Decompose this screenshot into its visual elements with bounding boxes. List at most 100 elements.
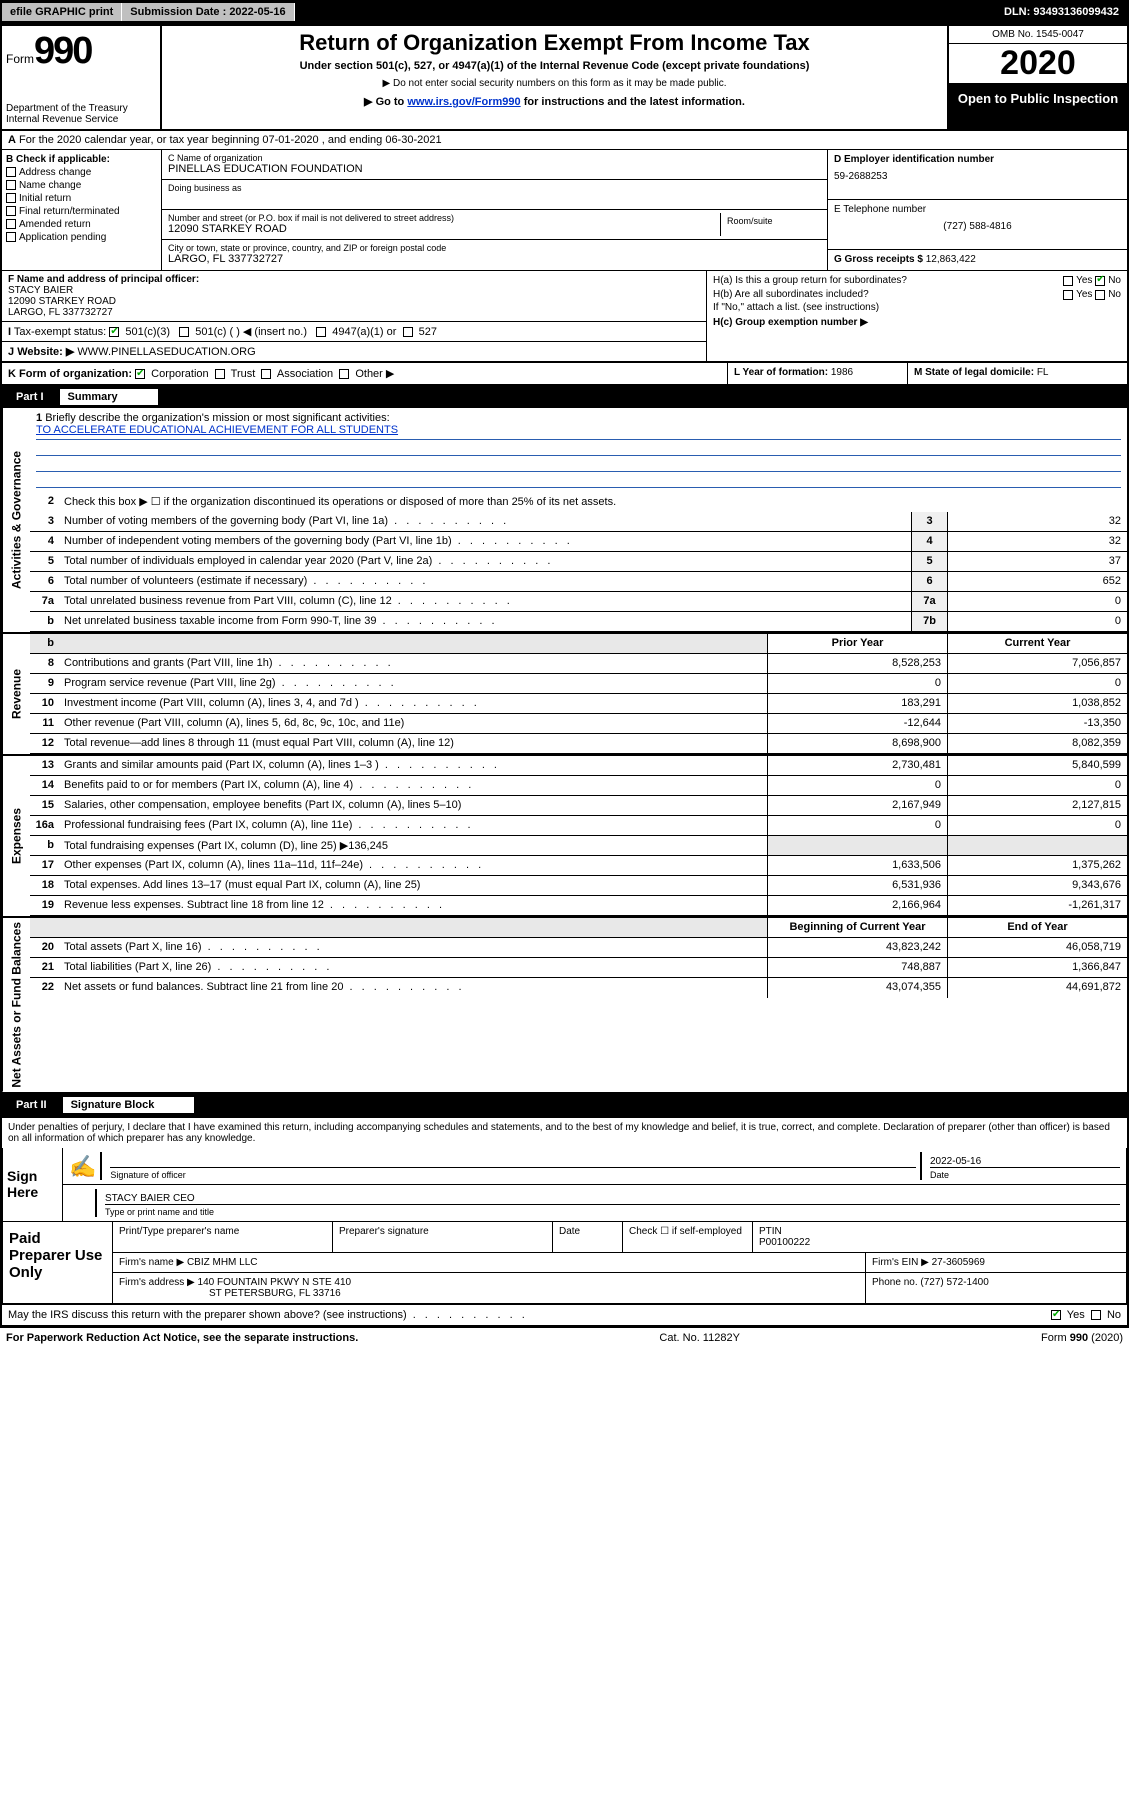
line4: Number of independent voting members of …: [60, 532, 911, 551]
org-name-label: C Name of organization: [168, 153, 821, 163]
c14: 0: [947, 776, 1127, 795]
cb-name[interactable]: Name change: [6, 180, 157, 191]
cb-corp[interactable]: [135, 369, 145, 379]
submission-date: Submission Date : 2022-05-16: [122, 3, 294, 21]
cb-527[interactable]: [403, 327, 413, 337]
sig-officer-label: Signature of officer: [110, 1167, 916, 1180]
hdr-beg: Beginning of Current Year: [767, 918, 947, 937]
mission-text[interactable]: TO ACCELERATE EDUCATIONAL ACHIEVEMENT FO…: [36, 424, 398, 436]
prep-date-hdr: Date: [553, 1222, 623, 1252]
line14: Benefits paid to or for members (Part IX…: [60, 776, 767, 795]
cb-final[interactable]: Final return/terminated: [6, 206, 157, 217]
officer-addr1: 12090 STARKEY ROAD: [8, 296, 116, 307]
domicile: FL: [1037, 367, 1049, 378]
part2-num: Part II: [10, 1097, 53, 1113]
hb-no[interactable]: [1095, 290, 1105, 300]
city-value: LARGO, FL 337732727: [168, 253, 821, 265]
line5: Total number of individuals employed in …: [60, 552, 911, 571]
line6: Total number of volunteers (estimate if …: [60, 572, 911, 591]
website-label: Website: ▶: [17, 346, 74, 358]
cb-pending[interactable]: Application pending: [6, 232, 157, 243]
firm-ein: 27-3605969: [932, 1257, 985, 1268]
val3: 32: [947, 512, 1127, 531]
city-label: City or town, state or province, country…: [168, 243, 821, 253]
discuss-yes[interactable]: [1051, 1310, 1061, 1320]
line12: Total revenue—add lines 8 through 11 (mu…: [60, 734, 767, 753]
line2-text: Check this box ▶ ☐ if the organization d…: [60, 492, 1127, 512]
penalty-text: Under penalties of perjury, I declare th…: [2, 1116, 1127, 1148]
netassets-section: Net Assets or Fund Balances Beginning of…: [2, 918, 1127, 1094]
cb-other[interactable]: [339, 369, 349, 379]
efile-print[interactable]: efile GRAPHIC print: [2, 3, 122, 21]
line16a: Professional fundraising fees (Part IX, …: [60, 816, 767, 835]
gross-value: 12,863,422: [926, 254, 976, 265]
website-value: WWW.PINELLASEDUCATION.ORG: [77, 346, 255, 358]
officer-addr2: LARGO, FL 337732727: [8, 307, 113, 318]
p20: 43,823,242: [767, 938, 947, 957]
efile-header: efile GRAPHIC print Submission Date : 20…: [0, 0, 1129, 24]
officer-name: STACY BAIER: [8, 285, 73, 296]
row-a-taxyear: A For the 2020 calendar year, or tax yea…: [2, 131, 1127, 150]
row-klm: K Form of organization: Corporation Trus…: [2, 361, 1127, 386]
omb-number: OMB No. 1545-0047: [949, 26, 1127, 44]
cb-501c3[interactable]: [109, 327, 119, 337]
line18: Total expenses. Add lines 13–17 (must eq…: [60, 876, 767, 895]
tax-year: 2020: [949, 44, 1127, 85]
ha-no[interactable]: [1095, 276, 1105, 286]
firm-phone: (727) 572-1400: [920, 1277, 988, 1288]
type-print-label: Type or print name and title: [105, 1204, 1120, 1217]
c8: 7,056,857: [947, 654, 1127, 673]
vtab-revenue: Revenue: [2, 634, 30, 754]
discuss-row: May the IRS discuss this return with the…: [2, 1304, 1127, 1325]
irs-link[interactable]: www.irs.gov/Form990: [407, 96, 520, 108]
sign-here-label: Sign Here: [3, 1148, 63, 1221]
p22: 43,074,355: [767, 978, 947, 998]
p15: 2,167,949: [767, 796, 947, 815]
cb-trust[interactable]: [215, 369, 225, 379]
form-header-row: Form 990 Department of the Treasury Inte…: [2, 26, 1127, 131]
cb-amended[interactable]: Amended return: [6, 219, 157, 230]
paid-preparer-block: Paid Preparer Use Only Print/Type prepar…: [2, 1222, 1127, 1304]
cb-501c[interactable]: [179, 327, 189, 337]
line21: Total liabilities (Part X, line 26): [60, 958, 767, 977]
ha-yes[interactable]: [1063, 276, 1073, 286]
prep-sig-hdr: Preparer's signature: [333, 1222, 553, 1252]
part1-name: Summary: [60, 389, 158, 405]
cb-address[interactable]: Address change: [6, 167, 157, 178]
footer-mid: Cat. No. 11282Y: [659, 1332, 740, 1344]
cb-assoc[interactable]: [261, 369, 271, 379]
cb-4947[interactable]: [316, 327, 326, 337]
revenue-section: Revenue bPrior YearCurrent Year 8Contrib…: [2, 634, 1127, 756]
firm-ein-label: Firm's EIN ▶: [872, 1257, 929, 1268]
c22: 44,691,872: [947, 978, 1127, 998]
hb-yes[interactable]: [1063, 290, 1073, 300]
c16a: 0: [947, 816, 1127, 835]
addr-label: Number and street (or P.O. box if mail i…: [168, 213, 720, 223]
val6: 652: [947, 572, 1127, 591]
ssn-note: Do not enter social security numbers on …: [170, 78, 939, 89]
row-i: I Tax-exempt status: 501(c)(3) 501(c) ( …: [2, 322, 706, 341]
sig-date-label: Date: [930, 1167, 1120, 1180]
line13: Grants and similar amounts paid (Part IX…: [60, 756, 767, 775]
c19: -1,261,317: [947, 896, 1127, 915]
line3: Number of voting members of the governin…: [60, 512, 911, 531]
tax-status-label: Tax-exempt status:: [14, 326, 106, 338]
page-footer: For Paperwork Reduction Act Notice, see …: [0, 1327, 1129, 1348]
mission-label: Briefly describe the organization's miss…: [45, 412, 389, 424]
firm-phone-label: Phone no.: [872, 1277, 918, 1288]
line11: Other revenue (Part VIII, column (A), li…: [60, 714, 767, 733]
val4: 32: [947, 532, 1127, 551]
c15: 2,127,815: [947, 796, 1127, 815]
phone-value: (727) 588-4816: [834, 221, 1121, 232]
officer-name-title: STACY BAIER CEO: [105, 1193, 1120, 1204]
cb-initial[interactable]: Initial return: [6, 193, 157, 204]
form-subtitle: Under section 501(c), 527, or 4947(a)(1)…: [170, 60, 939, 72]
discuss-no[interactable]: [1091, 1310, 1101, 1320]
box-h: H(a) Is this a group return for subordin…: [707, 271, 1127, 361]
dept-treasury: Department of the Treasury Internal Reve…: [6, 103, 156, 125]
c18: 9,343,676: [947, 876, 1127, 895]
phone-label: E Telephone number: [834, 204, 926, 215]
firm-addr-label: Firm's address ▶: [119, 1277, 195, 1288]
prep-name-hdr: Print/Type preparer's name: [113, 1222, 333, 1252]
section-bcdefgh: B Check if applicable: Address change Na…: [2, 150, 1127, 270]
